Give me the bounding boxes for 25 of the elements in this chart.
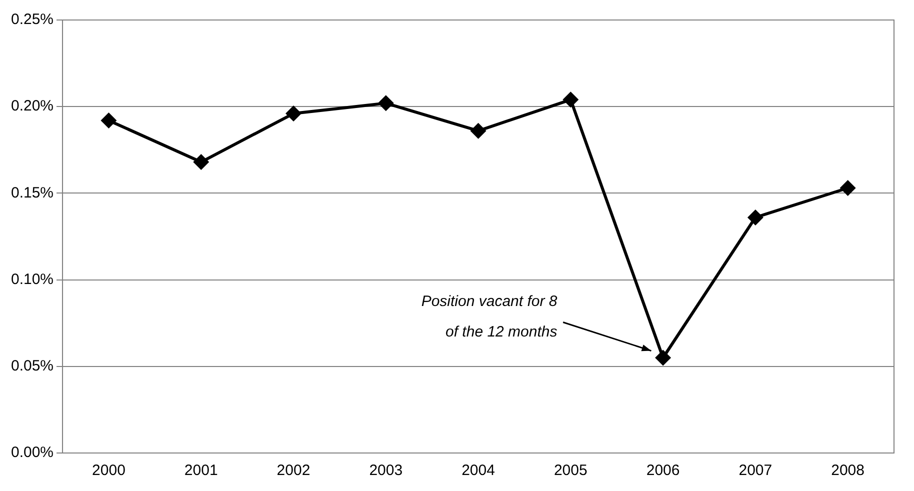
point	[747, 209, 764, 226]
point	[655, 350, 672, 366]
x-tick-label: 2007	[738, 462, 772, 480]
y-tick-label: 0.25%	[10, 11, 54, 28]
y-tick-label: 0.10%	[10, 270, 54, 288]
x-tick-label: 2003	[369, 462, 403, 480]
annotation: Position vacant for 8 of the 12 months	[421, 293, 558, 340]
point	[378, 95, 394, 112]
x-tick-label: 2000	[92, 462, 126, 480]
y-tick-label: 0.05%	[10, 358, 54, 375]
point	[840, 180, 856, 196]
x-tick-label: 2002	[276, 462, 310, 480]
point	[285, 106, 302, 122]
y-tick-label: 0.15%	[10, 184, 54, 202]
point	[470, 122, 486, 139]
point	[562, 92, 579, 108]
y-tick-label: 0.20%	[10, 98, 54, 115]
x-tick-label: 2006	[646, 462, 680, 480]
y-tick-label: 0.00%	[10, 444, 54, 462]
x-tick-label: 2001	[184, 462, 218, 480]
point	[100, 112, 117, 128]
x-tick-label: 2004	[462, 462, 495, 480]
x-tick-label: 2008	[831, 462, 864, 480]
x-tick-label: 2005	[554, 462, 588, 480]
point	[193, 154, 210, 170]
